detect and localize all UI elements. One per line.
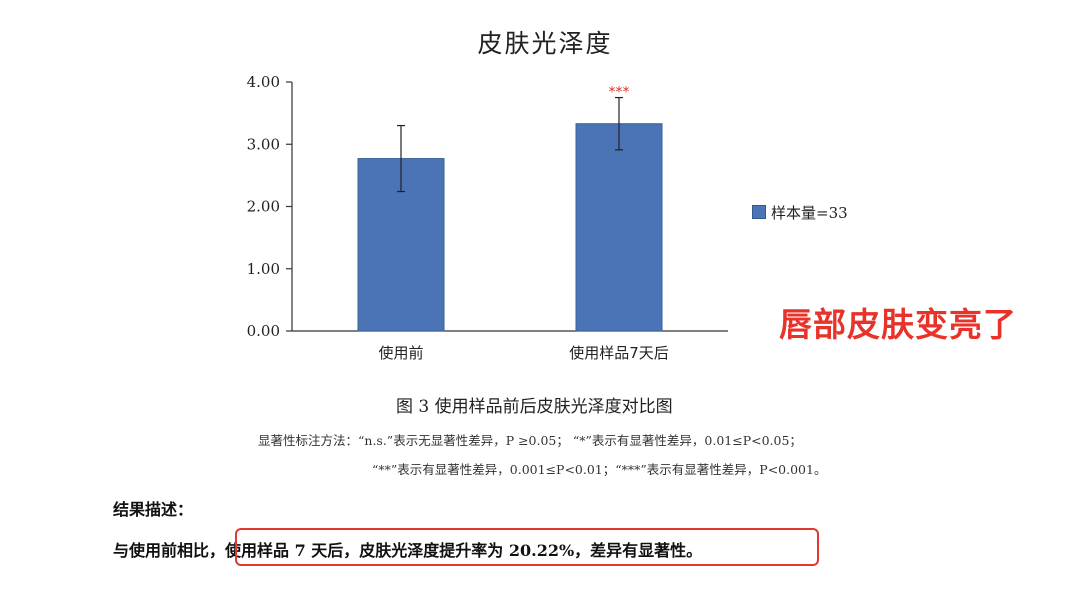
- legend-swatch: [752, 205, 766, 219]
- y-tick-label: 0.00: [247, 322, 280, 340]
- figure-caption: 图 3 使用样品前后皮肤光泽度对比图: [396, 397, 673, 417]
- x-tick-label: 使用样品7天后: [569, 344, 669, 362]
- legend-label: 样本量=33: [771, 204, 848, 222]
- significance-note-line-2: “**”表示有显著性差异，0.001≤P<0.01；“***”表示有显著性差异，…: [372, 462, 827, 477]
- y-tick-label: 3.00: [247, 135, 280, 153]
- result-highlighted: 使用样品 7 天后，皮肤光泽度提升率为 20.22%，差异有显著性。: [225, 541, 703, 560]
- result-heading: 结果描述：: [113, 500, 194, 519]
- annotation-text: 唇部皮肤变亮了: [779, 305, 1017, 344]
- significance-marker: ***: [609, 85, 630, 101]
- x-tick-label: 使用前: [378, 344, 423, 362]
- y-tick-label: 2.00: [247, 198, 280, 216]
- chart-title: 皮肤光泽度: [477, 29, 613, 58]
- result-prefix: 与使用前相比，: [113, 541, 226, 560]
- y-tick-label: 4.00: [247, 73, 280, 91]
- legend: 样本量=33: [752, 202, 848, 223]
- result-body: 与使用前相比，使用样品 7 天后，皮肤光泽度提升率为 20.22%，差异有显著性…: [113, 537, 702, 561]
- highlight-box: [235, 528, 819, 566]
- y-tick-label: 1.00: [247, 260, 280, 278]
- bar: [575, 123, 663, 332]
- significance-note-line-1: 显著性标注方法：“n.s.”表示无显著性差异，P ≥0.05； “*”表示有显著…: [258, 433, 802, 448]
